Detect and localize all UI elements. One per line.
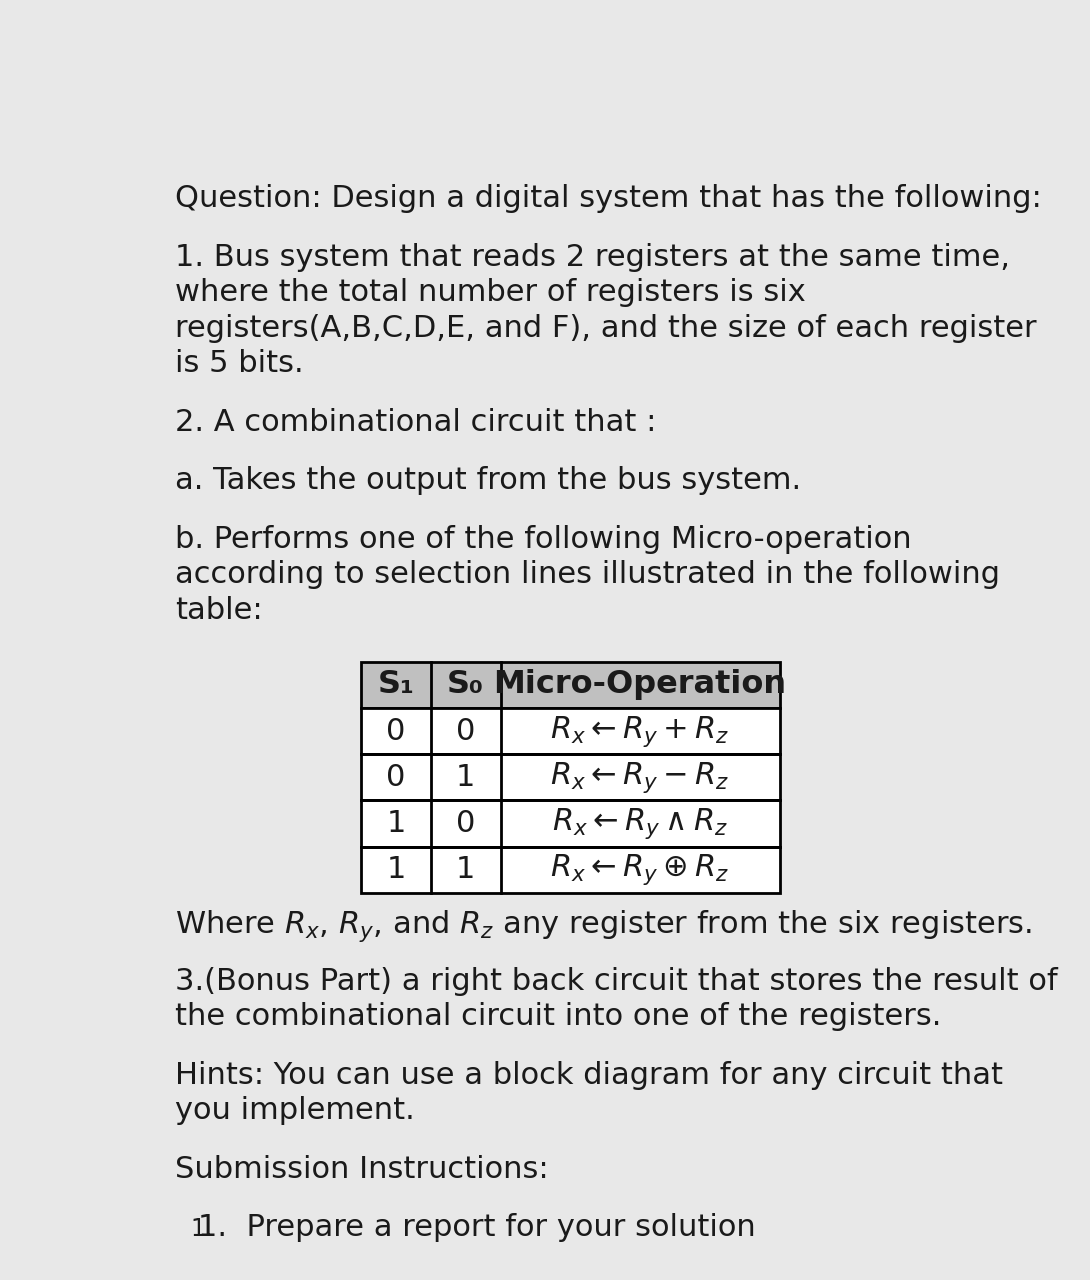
Text: 0: 0: [456, 809, 475, 838]
FancyBboxPatch shape: [361, 754, 779, 800]
Text: 1: 1: [456, 763, 475, 792]
FancyBboxPatch shape: [361, 708, 779, 754]
FancyBboxPatch shape: [361, 662, 779, 708]
Text: Micro-Operation: Micro-Operation: [494, 669, 787, 700]
Text: 1.: 1.: [191, 1217, 213, 1242]
Text: where the total number of registers is six: where the total number of registers is s…: [175, 278, 806, 307]
Text: $R_x\leftarrow R_y - R_z$: $R_x\leftarrow R_y - R_z$: [550, 760, 729, 795]
Text: 1: 1: [386, 855, 405, 884]
Text: according to selection lines illustrated in the following: according to selection lines illustrated…: [175, 561, 1000, 589]
Text: is 5 bits.: is 5 bits.: [175, 349, 304, 378]
Text: $R_x\leftarrow R_y \oplus R_z$: $R_x\leftarrow R_y \oplus R_z$: [550, 852, 729, 887]
Text: 0: 0: [456, 717, 475, 745]
Text: registers(A,B,C,D,E, and F), and the size of each register: registers(A,B,C,D,E, and F), and the siz…: [175, 314, 1037, 343]
Text: the combinational circuit into one of the registers.: the combinational circuit into one of th…: [175, 1002, 942, 1032]
Text: a. Takes the output from the bus system.: a. Takes the output from the bus system.: [175, 466, 801, 495]
Text: 1.  Prepare a report for your solution: 1. Prepare a report for your solution: [198, 1213, 756, 1242]
Text: Question: Design a digital system that has the following:: Question: Design a digital system that h…: [175, 184, 1042, 214]
Text: $R_x\leftarrow R_y + R_z$: $R_x\leftarrow R_y + R_z$: [550, 714, 729, 749]
Text: you implement.: you implement.: [175, 1096, 415, 1125]
FancyBboxPatch shape: [361, 800, 779, 846]
Text: 1: 1: [386, 809, 405, 838]
Text: 2. A combinational circuit that :: 2. A combinational circuit that :: [175, 408, 656, 436]
Text: Submission Instructions:: Submission Instructions:: [175, 1155, 548, 1184]
FancyBboxPatch shape: [361, 846, 779, 893]
Text: $R_x\leftarrow R_y \wedge R_z$: $R_x\leftarrow R_y \wedge R_z$: [553, 806, 728, 841]
Text: 3.(Bonus Part) a right back circuit that stores the result of: 3.(Bonus Part) a right back circuit that…: [175, 966, 1057, 996]
Text: 0: 0: [386, 717, 405, 745]
Text: S₁: S₁: [377, 669, 414, 700]
Text: Where $R_x$, $R_y$, and $R_z$ any register from the six registers.: Where $R_x$, $R_y$, and $R_z$ any regist…: [175, 909, 1032, 945]
Text: Hints: You can use a block diagram for any circuit that: Hints: You can use a block diagram for a…: [175, 1061, 1003, 1089]
Text: table:: table:: [175, 595, 263, 625]
Text: 0: 0: [386, 763, 405, 792]
Text: b. Performs one of the following Micro-operation: b. Performs one of the following Micro-o…: [175, 525, 911, 554]
Text: S₀: S₀: [447, 669, 484, 700]
Text: 1. Bus system that reads 2 registers at the same time,: 1. Bus system that reads 2 registers at …: [175, 243, 1010, 271]
Text: 1: 1: [456, 855, 475, 884]
